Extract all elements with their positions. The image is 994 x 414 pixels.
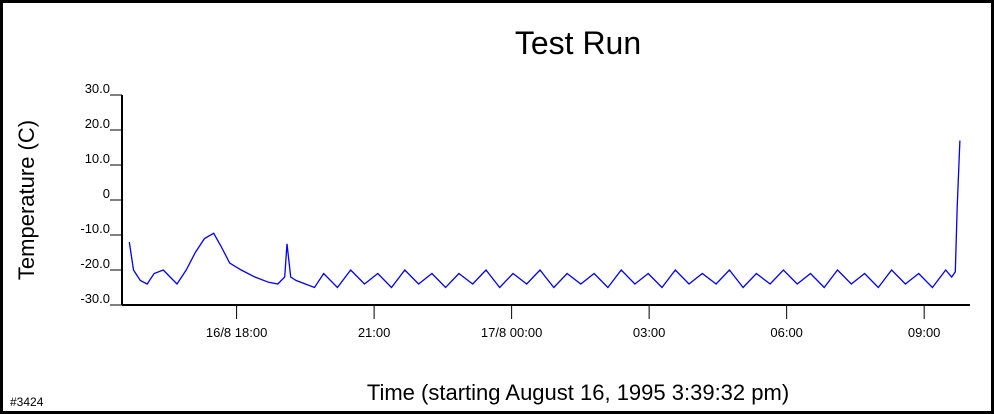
chart-title: Test Run [515,25,641,61]
y-tick-label: -20.0 [80,256,110,271]
x-tick-label: 09:00 [908,325,941,340]
x-tick-label: 03:00 [633,325,666,340]
y-tick-label: -30.0 [80,291,110,306]
y-tick-label: 30.0 [85,81,110,96]
y-axis-label: Temperature (C) [14,120,39,280]
y-tick-label: -10.0 [80,221,110,236]
x-tick-label: 17/8 00:00 [481,325,542,340]
y-tick-label: 20.0 [85,116,110,131]
data-line [128,140,961,289]
annotation: #3424 [10,395,44,409]
y-tick-label: 0 [103,186,110,201]
x-tick-label: 06:00 [770,325,803,340]
y-tick-label: 10.0 [85,151,110,166]
x-tick-label: 21:00 [358,325,391,340]
x-axis-label: Time (starting August 16, 1995 3:39:32 p… [367,380,789,405]
x-tick-label: 16/8 18:00 [206,325,267,340]
